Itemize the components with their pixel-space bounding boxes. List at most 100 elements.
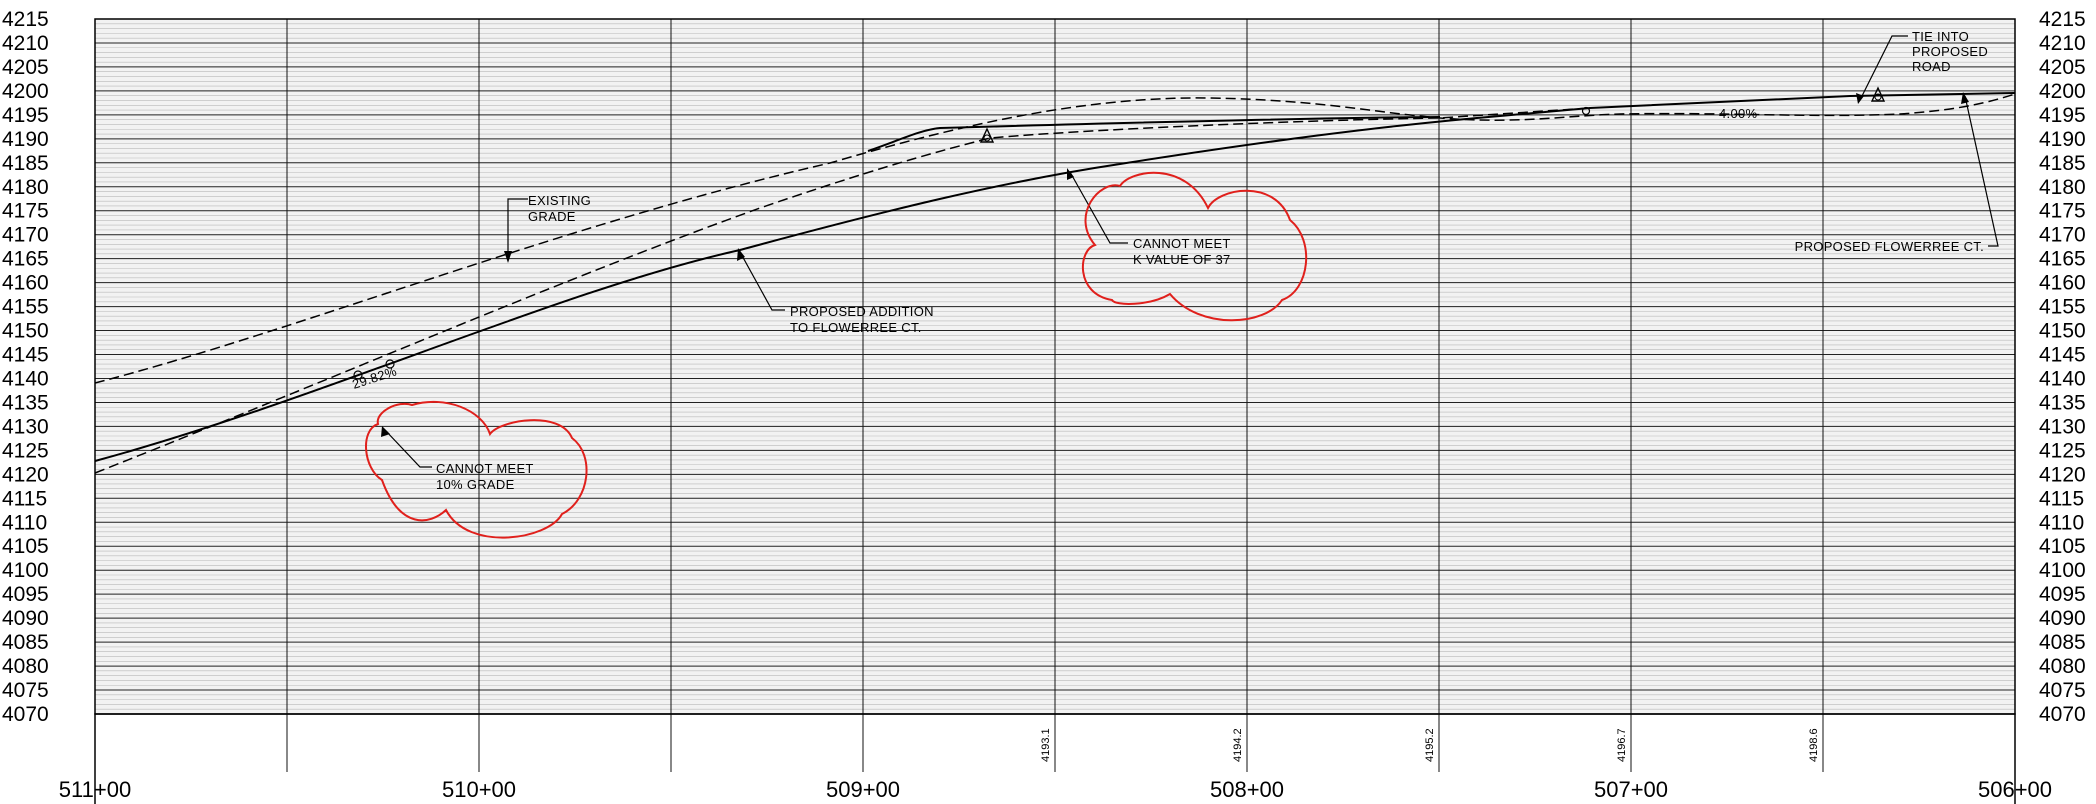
elevation-label-left: 4140	[2, 367, 49, 390]
elevation-label-left: 4085	[2, 631, 49, 654]
elevation-label-right: 4105	[2039, 535, 2086, 558]
elevation-label-right: 4170	[2039, 224, 2086, 247]
leader-arrowhead	[381, 426, 390, 437]
elevation-label-right: 4165	[2039, 248, 2086, 271]
elevation-label-right: 4100	[2039, 559, 2086, 582]
revision-cloud-ten-percent	[365, 400, 588, 539]
elevation-label-left: 4105	[2, 535, 49, 558]
right-elevation-labels: 4215421042054200419541904185418041754170…	[2039, 8, 2086, 726]
elevation-label-left: 4160	[2, 272, 49, 295]
k-value-label-line1: CANNOT MEET	[1133, 236, 1231, 251]
station-labels: 511+00 510+00 509+00 508+00 507+00 506+00	[59, 777, 2052, 802]
existing-grade-line	[94, 93, 2016, 384]
proposed-road-line	[867, 116, 1441, 152]
ten-percent-label-line2: 10% GRADE	[436, 477, 515, 492]
elevation-label-left: 4200	[2, 80, 49, 103]
station-label: 508+00	[1210, 777, 1284, 802]
elevation-label-left: 4170	[2, 224, 49, 247]
tie-into-label-line2: PROPOSED	[1912, 44, 1988, 59]
revision-cloud-k-value	[1081, 171, 1308, 322]
elevation-label-left: 4070	[2, 703, 49, 726]
grade-elevation-label: 4196.7	[1616, 728, 1628, 762]
pvi-circle-marker	[1874, 93, 1882, 101]
elevation-label-left: 4215	[2, 8, 49, 31]
elevation-label-left: 4110	[2, 511, 47, 534]
elevation-label-right: 4090	[2039, 607, 2086, 630]
elevation-label-left: 4130	[2, 415, 49, 438]
proposed-profile-line	[94, 92, 2016, 462]
k-value-leader	[1069, 171, 1128, 244]
elevation-label-left: 4090	[2, 607, 49, 630]
leader-arrowhead	[1067, 168, 1074, 180]
existing-grade-label-line1: EXISTING	[528, 193, 591, 208]
elevation-label-left: 4195	[2, 104, 49, 127]
elevation-label-right: 4215	[2039, 8, 2086, 31]
existing-grade-label-line2: GRADE	[528, 209, 576, 224]
elevation-label-right: 4080	[2039, 655, 2086, 678]
elevation-label-left: 4075	[2, 679, 49, 702]
elevation-label-right: 4150	[2039, 320, 2086, 343]
elevation-label-left: 4125	[2, 439, 49, 462]
proposed-addition-dashed-line	[94, 107, 1591, 474]
pvi-triangle-marker	[979, 127, 995, 143]
elevation-label-left: 4150	[2, 320, 49, 343]
station-label: 509+00	[826, 777, 900, 802]
station-label: 511+00	[59, 777, 131, 802]
elevation-label-right: 4210	[2039, 32, 2086, 55]
grade-point-marker	[385, 359, 395, 369]
elevation-label-right: 4125	[2039, 439, 2086, 462]
elevation-label-right: 4075	[2039, 679, 2086, 702]
elevation-label-right: 4175	[2039, 200, 2086, 223]
elevation-label-left: 4145	[2, 344, 49, 367]
leader-arrowhead	[737, 248, 745, 261]
proposed-flowerree-leader	[1964, 95, 1999, 247]
leader-arrowhead	[504, 251, 512, 263]
grade-elevation-label: 4193.1	[1040, 728, 1052, 762]
elevation-label-left: 4210	[2, 32, 49, 55]
elevation-label-right: 4130	[2039, 415, 2086, 438]
elevation-label-right: 4135	[2039, 391, 2086, 414]
elevation-label-left: 4135	[2, 391, 49, 414]
pvi-triangle-marker	[1870, 86, 1886, 102]
grade-elevation-label: 4194.2	[1232, 728, 1244, 762]
grade-elevation-label: 4195.2	[1424, 728, 1436, 762]
elevation-label-left: 4155	[2, 296, 49, 319]
existing-grade-leader	[507, 198, 528, 256]
elevation-label-left: 4165	[2, 248, 49, 271]
elevation-label-left: 4205	[2, 56, 49, 79]
elevation-label-right: 4200	[2039, 80, 2086, 103]
elevation-label-left: 4100	[2, 559, 49, 582]
elevation-label-right: 4180	[2039, 176, 2086, 199]
pvi-circle-marker	[983, 134, 991, 142]
proposed-addition-label-line1: PROPOSED ADDITION	[790, 304, 934, 319]
tie-into-label-line3: ROAD	[1912, 59, 1951, 74]
data-band-frame	[94, 713, 2016, 804]
flat-slope-label: 4.00%	[1719, 106, 1758, 121]
elevation-label-right: 4195	[2039, 104, 2086, 127]
proposed-addition-label-line2: TO FLOWERREE CT.	[790, 320, 922, 335]
elevation-label-right: 4110	[2039, 511, 2084, 534]
ten-percent-leader	[384, 429, 432, 468]
elevation-label-left: 4175	[2, 200, 49, 223]
elevation-label-left: 4080	[2, 655, 49, 678]
grade-point-marker	[353, 370, 363, 380]
elevation-label-left: 4115	[2, 487, 47, 510]
elevation-label-right: 4120	[2039, 463, 2086, 486]
tie-into-label-line1: TIE INTO	[1912, 29, 1969, 44]
station-label: 507+00	[1594, 777, 1668, 802]
station-label: 506+00	[1978, 777, 2052, 802]
elevation-label-right: 4190	[2039, 128, 2086, 151]
ten-percent-label-line1: CANNOT MEET	[436, 461, 534, 476]
elevation-label-left: 4180	[2, 176, 49, 199]
elevation-label-right: 4205	[2039, 56, 2086, 79]
elevation-label-right: 4185	[2039, 152, 2086, 175]
grade-point-marker	[1581, 106, 1591, 116]
elevation-label-right: 4115	[2039, 487, 2084, 510]
elevation-label-left: 4120	[2, 463, 49, 486]
elevation-label-right: 4070	[2039, 703, 2086, 726]
elevation-label-left: 4095	[2, 583, 49, 606]
grade-elevation-label: 4198.6	[1808, 728, 1820, 762]
elevation-label-right: 4160	[2039, 272, 2086, 295]
elevation-label-right: 4140	[2039, 367, 2086, 390]
